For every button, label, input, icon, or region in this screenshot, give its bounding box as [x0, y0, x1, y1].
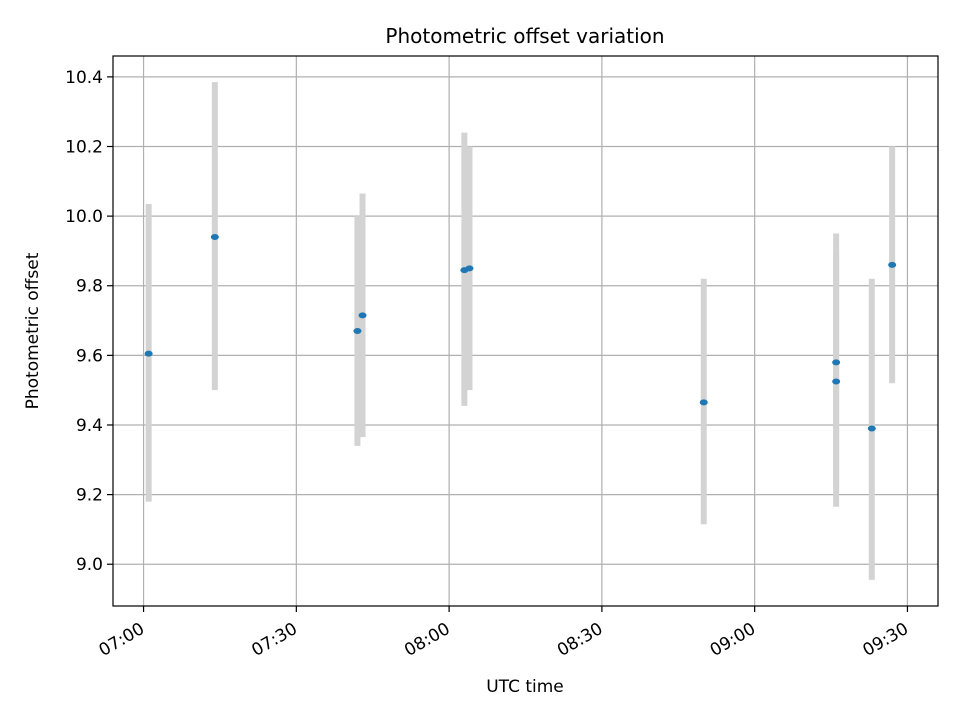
y-tick-label: 10.4 [65, 68, 103, 88]
y-axis-label: Photometric offset [23, 252, 43, 409]
grid [113, 56, 938, 606]
data-points [144, 234, 897, 432]
data-point [867, 425, 876, 432]
x-tick-label: 07:30 [248, 619, 300, 661]
y-tick-label: 9.2 [76, 486, 103, 506]
plot-area-frame [112, 55, 939, 607]
data-point [832, 359, 841, 366]
data-point [358, 312, 367, 319]
x-tick-label: 09:00 [707, 619, 759, 661]
x-axis-label: UTC time [486, 677, 564, 697]
x-tick-label: 08:30 [554, 619, 606, 661]
data-point [465, 265, 474, 272]
y-tick-label: 9.0 [76, 555, 103, 575]
chart-title: Photometric offset variation [385, 24, 664, 48]
x-tick-label: 09:30 [860, 619, 912, 661]
y-tick-label: 9.6 [76, 346, 103, 366]
data-point [832, 378, 841, 385]
y-tick-label: 9.8 [76, 277, 103, 297]
y-tick-label: 10.2 [65, 138, 103, 158]
data-point [699, 399, 708, 406]
y-axis-ticks: 9.0 9.2 9.4 9.6 9.8 10.0 10.2 10.4 [65, 68, 113, 575]
y-tick-label: 10.0 [65, 207, 103, 227]
data-point [888, 261, 897, 268]
x-axis-ticks: 07:00 07:30 08:00 08:30 09:00 09:30 [96, 606, 912, 661]
y-tick-label: 9.4 [76, 416, 103, 436]
data-point [210, 234, 219, 241]
data-point [353, 328, 362, 334]
data-point [144, 350, 153, 357]
x-tick-label: 08:00 [401, 619, 453, 661]
x-tick-label: 07:00 [96, 619, 148, 661]
error-bars [145, 82, 896, 580]
